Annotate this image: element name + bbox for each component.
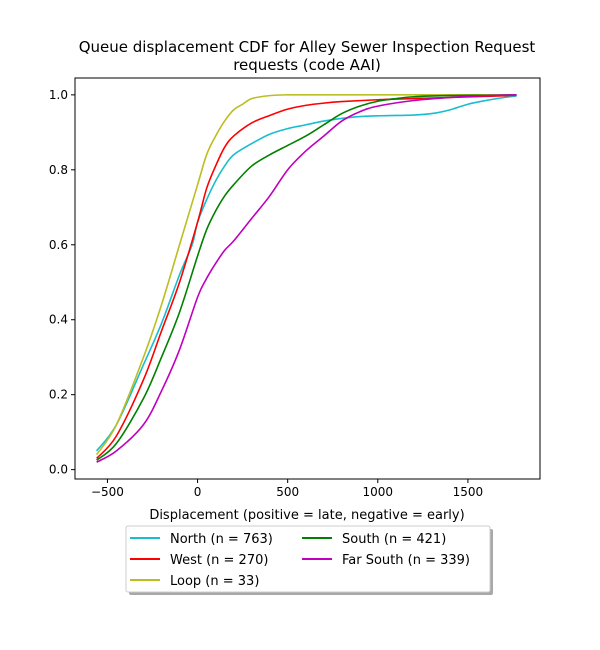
plot-frame (74, 77, 541, 480)
series-line-south (96, 94, 517, 461)
y-tick-label: 0.4 (49, 313, 68, 327)
y-tick-label: 0.8 (49, 163, 68, 177)
legend-label-loop: Loop (n = 33) (170, 574, 259, 589)
series-line-west (96, 94, 517, 459)
x-axis-label: Displacement (positive = late, negative … (149, 508, 464, 523)
y-tick-label: 0.6 (49, 238, 68, 252)
ticks-layer: −500 0 500 1000 1500 0.0 0.2 0.4 0.6 0.8 1.0 (49, 88, 483, 499)
y-tick-label: 0.0 (49, 463, 68, 477)
chart-title-line-2: requests (code AAI) (233, 56, 381, 74)
legend-label-far-south: Far South (n = 339) (342, 553, 470, 568)
plot-area (75, 78, 540, 479)
x-tick-label: 500 (276, 485, 299, 499)
x-tick-label: 1000 (363, 485, 394, 499)
y-tick-label: 0.2 (49, 388, 68, 402)
chart-title-line-1: Queue displacement CDF for Alley Sewer I… (79, 38, 536, 56)
legend-label-west: West (n = 270) (170, 553, 268, 568)
legend-label-north: North (n = 763) (170, 532, 273, 547)
x-tick-label: 1500 (453, 485, 484, 499)
x-tick-label: −500 (91, 485, 124, 499)
series-line-loop (95, 94, 517, 456)
series-line-far-south (96, 94, 517, 463)
series-layer (95, 94, 517, 463)
series-line-north (95, 95, 517, 452)
x-tick-label: 0 (194, 485, 202, 499)
legend-label-south: South (n = 421) (342, 532, 446, 547)
y-tick-label: 1.0 (49, 88, 68, 102)
legend: North (n = 763) West (n = 270) Loop (n = 3… (125, 525, 493, 595)
